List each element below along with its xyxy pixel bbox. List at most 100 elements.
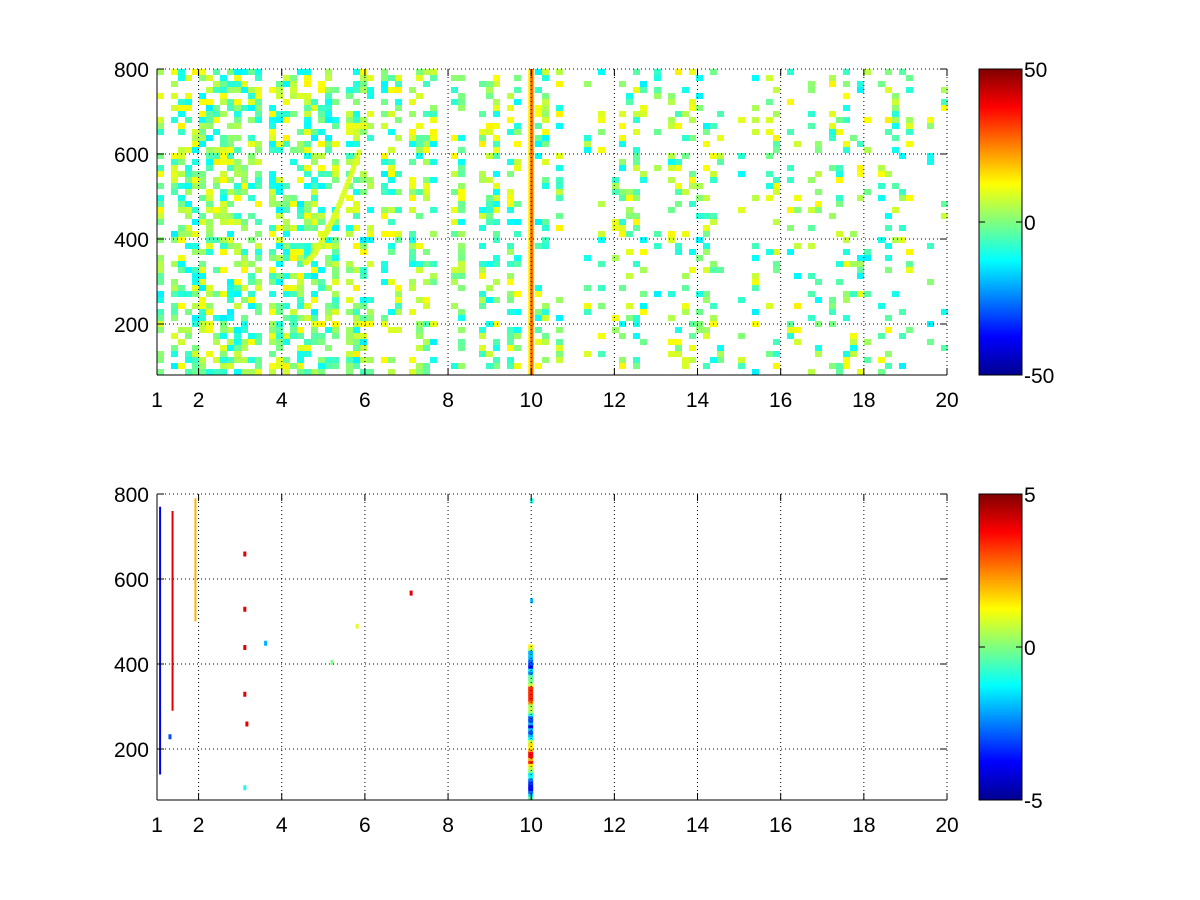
heatmap-cell	[451, 303, 458, 309]
heatmap-cell	[493, 339, 500, 345]
heatmap-cell	[360, 273, 367, 279]
heatmap-cell	[346, 231, 353, 237]
heatmap-cell	[682, 189, 689, 195]
heatmap-cell	[255, 105, 262, 111]
heatmap-cell	[633, 189, 640, 195]
heatmap-cell	[332, 357, 339, 363]
heatmap-cell	[157, 273, 164, 279]
heatmap-cell	[507, 189, 514, 195]
heatmap-cell	[325, 141, 332, 147]
heatmap-cell	[836, 165, 843, 171]
heatmap-cell	[227, 327, 234, 333]
heatmap-cell	[752, 75, 759, 81]
heatmap-cell	[689, 99, 696, 105]
heatmap-cell	[395, 87, 402, 93]
heatmap-cell	[206, 351, 213, 357]
heatmap-cell	[192, 231, 199, 237]
heatmap-cell	[815, 171, 822, 177]
heatmap-cell	[192, 219, 199, 225]
heatmap-cell	[381, 87, 388, 93]
heatmap-cell	[213, 117, 220, 123]
heatmap-cell	[507, 207, 514, 213]
plot-area	[157, 494, 947, 800]
heatmap-cell	[318, 213, 325, 219]
heatmap-cell	[479, 207, 486, 213]
heatmap-cell	[276, 255, 283, 261]
heatmap-cell	[507, 345, 514, 351]
heatmap-cell	[892, 237, 899, 243]
heatmap-cell	[241, 225, 248, 231]
heatmap-cell	[654, 243, 661, 249]
heatmap-cell	[850, 339, 857, 345]
heatmap-cell	[668, 93, 675, 99]
heatmap-cell	[696, 327, 703, 333]
heatmap-cell	[255, 147, 262, 153]
heatmap-cell	[395, 231, 402, 237]
heatmap-cell	[255, 357, 262, 363]
arc-feature-cell	[321, 234, 327, 240]
heatmap-cell	[227, 219, 234, 225]
heatmap-cell	[213, 333, 220, 339]
heatmap-cell	[206, 231, 213, 237]
heatmap-cell	[332, 225, 339, 231]
heatmap-cell	[332, 219, 339, 225]
heatmap-cell	[619, 141, 626, 147]
heatmap-cell	[241, 171, 248, 177]
heatmap-cell	[584, 303, 591, 309]
heatmap-cell	[458, 267, 465, 273]
sparse-point	[243, 606, 247, 612]
heatmap-cell	[346, 357, 353, 363]
heatmap-cell	[346, 195, 353, 201]
arc-feature-cell	[355, 153, 361, 159]
heatmap-cell	[696, 321, 703, 327]
heatmap-cell	[507, 327, 514, 333]
heatmap-cell	[675, 327, 682, 333]
heatmap-cell	[171, 81, 178, 87]
heatmap-cell	[794, 273, 801, 279]
heatmap-cell	[325, 303, 332, 309]
colorbar-tick-label: -5	[1024, 790, 1043, 813]
heatmap-cell	[206, 243, 213, 249]
heatmap-cell	[360, 81, 367, 87]
heatmap-cell	[836, 363, 843, 369]
heatmap-cell	[185, 189, 192, 195]
heatmap-cell	[185, 75, 192, 81]
heatmap-cell	[423, 321, 430, 327]
heatmap-cell	[220, 351, 227, 357]
heatmap-cell	[227, 279, 234, 285]
colorbar-tick-label: 5	[1024, 484, 1036, 507]
heatmap-cell	[458, 255, 465, 261]
arc-feature-cell	[353, 157, 359, 163]
heatmap-cell	[199, 93, 206, 99]
heatmap-cell	[283, 75, 290, 81]
heatmap-cell	[836, 231, 843, 237]
heatmap-cell	[682, 357, 689, 363]
heatmap-cell	[409, 237, 416, 243]
arc-feature-cell	[322, 232, 328, 238]
heatmap-cell	[185, 171, 192, 177]
heatmap-cell	[395, 105, 402, 111]
sparse-point	[243, 551, 247, 557]
heatmap-cell	[325, 105, 332, 111]
heatmap-cell	[353, 309, 360, 315]
heatmap-cell	[584, 147, 591, 153]
heatmap-cell	[311, 135, 318, 141]
heatmap-cell	[227, 231, 234, 237]
heatmap-cell	[766, 129, 773, 135]
heatmap-cell	[507, 159, 514, 165]
heatmap-cell	[878, 183, 885, 189]
heatmap-cell	[640, 111, 647, 117]
heatmap-cell	[255, 141, 262, 147]
x-tick-label: 8	[442, 389, 454, 412]
heatmap-cell	[381, 111, 388, 117]
heatmap-cell	[346, 369, 353, 375]
heatmap-cell	[409, 207, 416, 213]
arc-feature-cell	[347, 175, 353, 181]
heatmap-cell	[542, 303, 549, 309]
heatmap-cell	[486, 207, 493, 213]
heatmap-cell	[178, 75, 185, 81]
heatmap-cell	[248, 183, 255, 189]
heatmap-cell	[899, 153, 906, 159]
heatmap-cell	[612, 219, 619, 225]
